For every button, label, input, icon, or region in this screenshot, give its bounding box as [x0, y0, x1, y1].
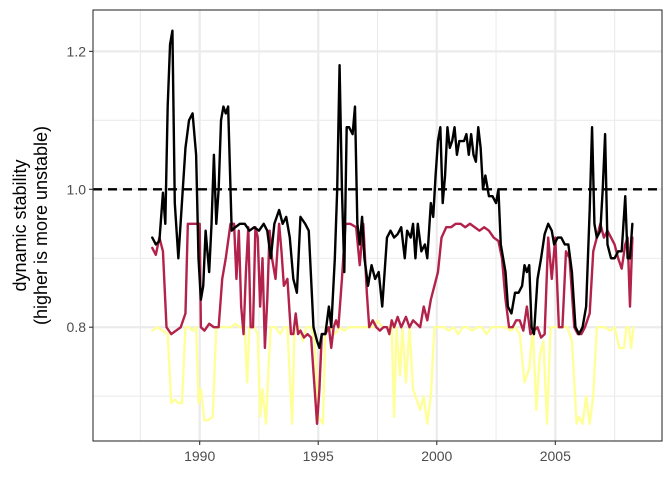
- x-tick-label: 1990: [184, 448, 215, 464]
- y-axis: 0.8 1.0 1.2: [67, 43, 93, 335]
- series-line-3: [151, 29, 634, 350]
- x-tick-label: 1995: [303, 448, 334, 464]
- series-layer: [151, 29, 635, 425]
- y-tick-label: 1.0: [67, 181, 87, 197]
- grid-minor: [93, 10, 662, 441]
- y-tick-label: 0.8: [67, 319, 87, 335]
- series-line-2: [151, 222, 634, 425]
- x-axis: 1990 1995 2000 2005: [184, 441, 571, 464]
- panel-border: [92, 9, 663, 442]
- x-tick-label: 2005: [540, 448, 571, 464]
- x-tick-label: 2000: [421, 448, 452, 464]
- y-axis-title-line2: (higher is more unstable): [31, 126, 51, 325]
- y-axis-title-line1: dynamic stability: [10, 159, 30, 291]
- series-line-1: [151, 319, 635, 425]
- y-tick-label: 1.2: [67, 43, 87, 59]
